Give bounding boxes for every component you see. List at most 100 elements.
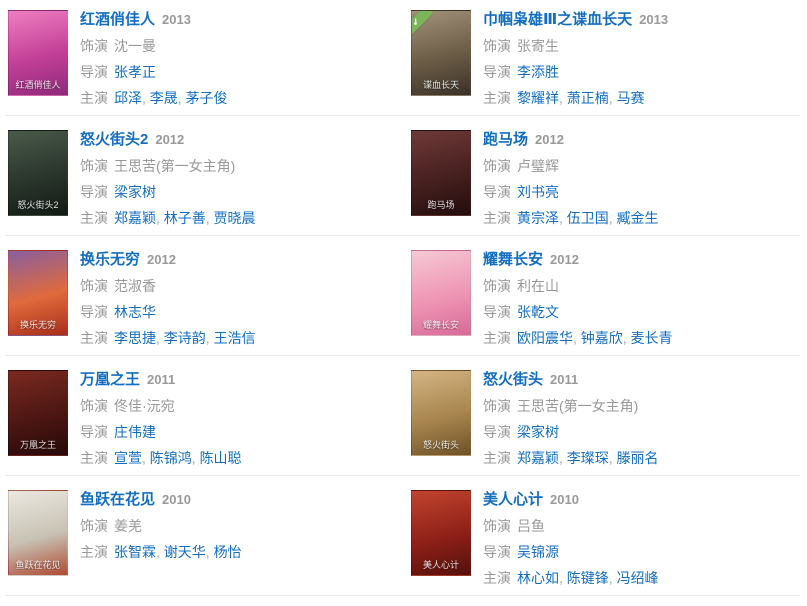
director-row: 导演 李添胜 [483, 59, 668, 85]
show-year: 2012 [155, 132, 185, 147]
name-separator: , [559, 450, 567, 466]
role-row: 饰演 王思苦(第一女主角) [483, 393, 659, 419]
show-title-link[interactable]: 怒火街头 [483, 371, 544, 388]
person-link[interactable]: 李思捷 [114, 330, 156, 346]
person-link[interactable]: 王浩信 [213, 330, 256, 346]
person-link[interactable]: 张乾文 [517, 304, 559, 320]
poster-link[interactable]: 怒火街头2 [8, 130, 68, 216]
person-link[interactable]: 梁家树 [114, 184, 156, 200]
entry-info: 万凰之王 2011 饰演 佟佳·沅宛 导演 庄伟建 主演 宣萱, 陈锦鸿, 陈山聪 [80, 370, 242, 480]
director-label: 导演 [483, 184, 511, 200]
poster-link[interactable]: 万凰之王 [8, 370, 68, 456]
role-label: 饰演 [483, 38, 511, 54]
poster-link[interactable]: 换乐无穷 [8, 250, 68, 336]
role-label: 饰演 [80, 518, 108, 534]
poster-caption: 红酒俏佳人 [15, 80, 61, 90]
starring-row: 主演 欧阳震华, 钟嘉欣, 麦长青 [483, 325, 673, 351]
star-names: 郑嘉颖, 林子善, 贾晓晨 [114, 210, 256, 226]
person-link[interactable]: 陈键锋 [566, 570, 609, 586]
filmography-entry: 美人心计 美人心计 2010 饰演 吕鱼 导演 吴锦源 主演 林心如, 陈键锋, 冯绍峰 [403, 480, 806, 606]
person-link[interactable]: 林子善 [163, 210, 206, 226]
person-link[interactable]: 欧阳震华 [517, 330, 573, 346]
director-row: 导演 梁家树 [80, 179, 256, 205]
person-link[interactable]: 陈锦鸿 [149, 450, 192, 466]
show-title-link[interactable]: 怒火街头2 [80, 131, 149, 148]
show-title-link[interactable]: 巾帼枭雄Ⅲ之谍血长天 [483, 11, 633, 28]
title-line: 换乐无穷 2012 [80, 251, 256, 269]
person-link[interactable]: 宣萱 [114, 450, 142, 466]
person-link[interactable]: 钟嘉欣 [580, 330, 623, 346]
filmography-entry: 换乐无穷 换乐无穷 2012 饰演 范淑香 导演 林志华 主演 李思捷, 李诗韵, 王浩… [0, 240, 403, 360]
person-link[interactable]: 臧金生 [616, 210, 659, 226]
name-separator: , [205, 544, 214, 560]
person-link[interactable]: 张智霖 [114, 544, 156, 560]
show-title-link[interactable]: 跑马场 [483, 131, 529, 148]
starring-label: 主演 [80, 544, 108, 560]
person-link[interactable]: 李诗韵 [163, 330, 206, 346]
show-title-link[interactable]: 鱼跃在花见 [80, 491, 156, 508]
show-title-link[interactable]: 耀舞长安 [483, 251, 544, 268]
title-line: 红酒俏佳人 2013 [80, 11, 228, 29]
poster-link[interactable]: 跑马场 [411, 130, 471, 216]
show-title-link[interactable]: 红酒俏佳人 [80, 11, 156, 28]
person-link[interactable]: 黎耀祥 [517, 90, 559, 106]
person-link[interactable]: 杨怡 [213, 544, 242, 560]
director-label: 导演 [483, 544, 511, 560]
poster-link[interactable]: 耀舞长安 [411, 250, 471, 336]
star-names: 李思捷, 李诗韵, 王浩信 [114, 330, 256, 346]
role-label: 饰演 [80, 278, 108, 294]
entry-info: 美人心计 2010 饰演 吕鱼 导演 吴锦源 主演 林心如, 陈键锋, 冯绍峰 [483, 490, 659, 606]
person-link[interactable]: 伍卫国 [566, 210, 609, 226]
director-row: 导演 庄伟建 [80, 419, 242, 445]
starring-label: 主演 [80, 210, 108, 226]
person-link[interactable]: 张孝正 [114, 64, 156, 80]
name-separator: , [177, 90, 186, 106]
person-link[interactable]: 林心如 [517, 570, 559, 586]
poster-link[interactable]: 怒火街头 [411, 370, 471, 456]
filmography-entry: 鱼跃在花见 鱼跃在花见 2010 饰演 姜羌 主演 张智霖, 谢天华, 杨怡 [0, 480, 403, 606]
poster-caption: 万凰之王 [19, 440, 56, 450]
person-link[interactable]: 贾晓晨 [213, 210, 256, 226]
starring-row: 主演 张智霖, 谢天华, 杨怡 [80, 539, 242, 565]
role-name: 范淑香 [114, 278, 156, 294]
poster-link[interactable]: 红酒俏佳人 [8, 10, 68, 96]
role-row: 饰演 卢璧辉 [483, 153, 659, 179]
entry-info: 鱼跃在花见 2010 饰演 姜羌 主演 张智霖, 谢天华, 杨怡 [80, 490, 242, 606]
person-link[interactable]: 吴锦源 [517, 544, 559, 560]
person-link[interactable]: 郑嘉颖 [114, 210, 156, 226]
person-link[interactable]: 谢天华 [163, 544, 206, 560]
person-link[interactable]: 李晟 [149, 90, 178, 106]
role-row: 饰演 利在山 [483, 273, 673, 299]
person-link[interactable]: 郑嘉颖 [517, 450, 559, 466]
title-line: 巾帼枭雄Ⅲ之谍血长天 2013 [483, 11, 668, 29]
entry-info: 巾帼枭雄Ⅲ之谍血长天 2013 饰演 张寄生 导演 李添胜 主演 黎耀祥, 萧正楠, 马… [483, 10, 668, 120]
poster-caption: 怒火街头 [422, 440, 459, 450]
person-link[interactable]: 李璨琛 [566, 450, 609, 466]
person-link[interactable]: 滕丽名 [616, 450, 659, 466]
person-link[interactable]: 冯绍峰 [616, 570, 659, 586]
show-year: 2010 [550, 492, 579, 507]
person-link[interactable]: 刘书亮 [517, 184, 559, 200]
director-row: 导演 刘书亮 [483, 179, 659, 205]
person-link[interactable]: 林志华 [114, 304, 156, 320]
show-title-link[interactable]: 美人心计 [483, 491, 544, 508]
role-name: 卢璧辉 [517, 158, 559, 174]
starring-row: 主演 郑嘉颖, 李璨琛, 滕丽名 [483, 445, 659, 471]
person-link[interactable]: 庄伟建 [114, 424, 156, 440]
poster-link[interactable]: 鱼跃在花见 [8, 490, 68, 576]
person-link[interactable]: 萧正楠 [566, 90, 609, 106]
person-link[interactable]: 黄宗泽 [517, 210, 559, 226]
person-link[interactable]: 麦长青 [630, 330, 673, 346]
name-separator: , [573, 330, 581, 346]
person-link[interactable]: 梁家树 [517, 424, 559, 440]
person-link[interactable]: 邱泽 [114, 90, 142, 106]
person-link[interactable]: 马赛 [616, 90, 645, 106]
person-link[interactable]: 陈山聪 [199, 450, 242, 466]
show-title-link[interactable]: 万凰之王 [80, 371, 141, 388]
poster-link[interactable]: 美人心计 [411, 490, 471, 576]
poster-link[interactable]: ✔ 谍血长天 [411, 10, 471, 96]
show-title-link[interactable]: 换乐无穷 [80, 251, 141, 268]
person-link[interactable]: 茅子俊 [185, 90, 228, 106]
person-link[interactable]: 李添胜 [517, 64, 559, 80]
